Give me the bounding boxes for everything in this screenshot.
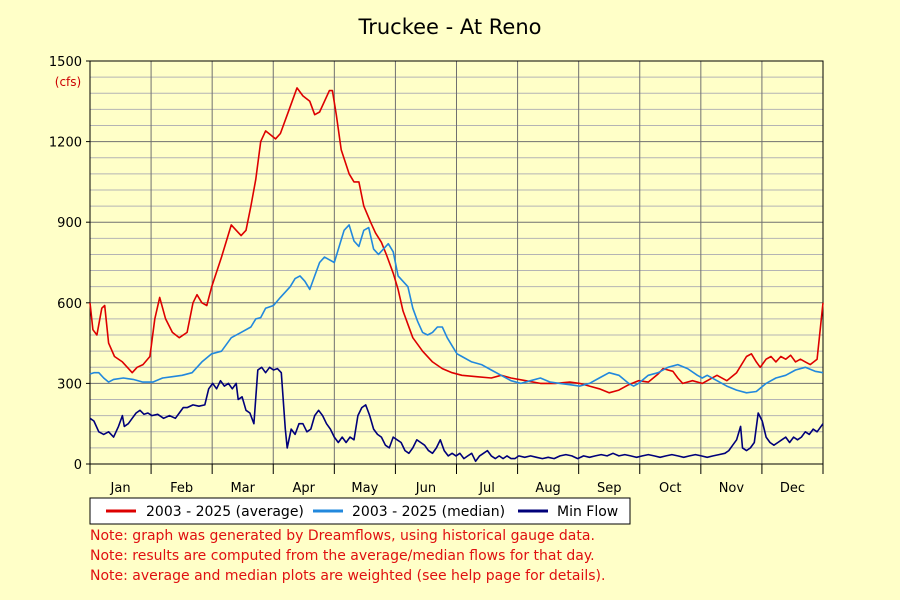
series-average-line — [89, 87, 824, 394]
x-tick-label: Jul — [478, 481, 495, 496]
y-tick-label: 1500 — [49, 55, 82, 70]
y-tick-label: 600 — [57, 297, 82, 312]
x-tick-label: Jan — [110, 481, 131, 496]
x-tick-label: Jun — [415, 481, 436, 496]
note-2: Note: results are computed from the aver… — [90, 548, 595, 564]
legend-label-median: 2003 - 2025 (median) — [352, 504, 505, 520]
legend: 2003 - 2025 (average) 2003 - 2025 (media… — [89, 497, 631, 525]
note-3: Note: average and median plots are weigh… — [90, 568, 606, 584]
y-tick-label: 300 — [57, 377, 82, 392]
chart-title: Truckee - At Reno — [357, 15, 541, 39]
x-tick-label: Mar — [230, 481, 255, 496]
x-tick-label: May — [351, 481, 378, 496]
legend-label-min-flow: Min Flow — [557, 504, 618, 520]
x-tick-label: Apr — [293, 481, 316, 496]
y-tick-label: 0 — [74, 458, 82, 473]
x-tick-label: Sep — [597, 481, 622, 496]
x-tick-label: Aug — [535, 481, 560, 496]
plot-area: 0 300 600 900 1200 1500 Jan Feb Mar Apr May Jun Jul A… — [49, 55, 824, 496]
x-tick-label: Dec — [780, 481, 805, 496]
series-min-flow-line — [89, 366, 824, 463]
x-tick-label: Feb — [170, 481, 193, 496]
x-tick-label: Nov — [719, 481, 745, 496]
legend-label-average: 2003 - 2025 (average) — [146, 504, 304, 520]
series-median-line — [89, 224, 824, 394]
y-tick-label: 900 — [57, 216, 82, 231]
note-1: Note: graph was generated by Dreamflows,… — [90, 528, 595, 544]
y-tick-label: 1200 — [49, 136, 82, 151]
y-axis-unit: (cfs) — [55, 75, 81, 89]
x-tick-label: Oct — [659, 481, 681, 496]
